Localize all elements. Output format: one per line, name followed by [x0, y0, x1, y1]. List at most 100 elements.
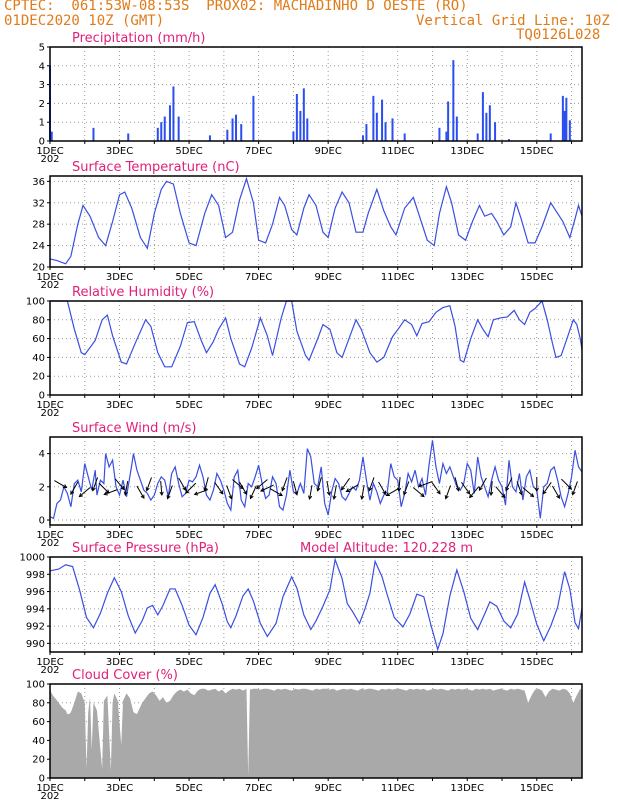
wind-arrow [534, 477, 539, 493]
precip-bar [403, 133, 406, 141]
wind-arrow-shaft [260, 484, 274, 492]
x-tick-label: 3DEC [106, 530, 133, 541]
wind-arrow-shaft [469, 486, 480, 498]
wind-arrow-shaft [378, 481, 386, 495]
precip-bar [365, 124, 368, 141]
wind-arrow-head [103, 491, 108, 496]
wind-arrow [360, 485, 365, 500]
wind-arrow-head [294, 491, 299, 496]
wind-arrow-shaft [478, 477, 487, 491]
wind-arrow-head [382, 490, 387, 496]
wind-arrow [91, 477, 99, 492]
wind-arrow-shaft [386, 488, 399, 496]
wind-arrow-head [91, 487, 96, 492]
wind-arrow [454, 477, 460, 492]
wind-arrow-head [469, 493, 474, 499]
wind-arrow [417, 481, 433, 488]
wind-arrow-head [193, 491, 199, 496]
wind-arrow [269, 488, 283, 497]
wind-arrow-head [62, 484, 68, 489]
wind-arrow-head [345, 488, 350, 493]
wind-arrow-shaft [309, 485, 313, 500]
wind-arrow-head [120, 485, 125, 491]
wind-arrow-shaft [522, 487, 534, 497]
wind-arrow-shaft [269, 488, 283, 496]
panel-4: 990 992 994 996 998 1000 1DEC 3DEC 5DEC 7DEC 9DEC 1… [20, 541, 583, 676]
panel-1: 20 24 28 32 36 1DEC 3DEC 5DEC 7DEC 9DEC 11DEC 13DEC… [32, 160, 583, 291]
x-tick-label: 11DEC [381, 657, 415, 668]
wind-arrow-shaft [490, 481, 493, 496]
precip-bar [302, 88, 305, 141]
y-tick-label: 1 [39, 118, 45, 129]
wind-arrow [469, 486, 480, 499]
wind-arrow [571, 481, 578, 496]
wind-arrow-head [243, 490, 248, 496]
precip-bar [226, 129, 229, 141]
wind-arrow-head [396, 487, 402, 493]
precip-bar [391, 118, 394, 141]
x-tick-label: 5DEC [175, 783, 202, 794]
precip-bar [372, 95, 375, 141]
precip-bar [295, 94, 298, 141]
x-tick-label: 7DEC [245, 657, 272, 668]
wind-arrow-head [332, 495, 337, 500]
wind-arrow-head [542, 490, 547, 495]
wind-arrow-head [219, 490, 224, 495]
wind-arrow-head [316, 487, 321, 492]
wind-arrow-shaft [178, 477, 187, 491]
wind-arrow [461, 482, 471, 495]
wind-arrow-shaft [317, 477, 322, 491]
y-tick-label: 24 [32, 241, 45, 252]
wind-arrow-shaft [398, 477, 401, 492]
precip-bar [127, 133, 130, 141]
precip-bar [172, 86, 175, 141]
x-tick-label: 13DEC [450, 146, 484, 157]
precip-bar [163, 116, 166, 141]
y-tick-label: 60 [32, 334, 45, 345]
x-tick-label: 11DEC [381, 530, 415, 541]
precip-bar [168, 105, 171, 141]
wind-arrow-shaft [561, 478, 572, 490]
wind-arrow [402, 481, 410, 496]
x-year-label: 202 [40, 408, 59, 419]
precip-bar [156, 127, 159, 141]
x-tick-label: 5DEC [175, 530, 202, 541]
precip-bar [235, 114, 238, 141]
wind-arrow-head [556, 494, 560, 500]
wind-arrow [444, 485, 451, 500]
y-tick-label: 100 [26, 680, 45, 691]
wind-arrow [478, 477, 487, 492]
wind-arrow [412, 487, 425, 498]
precip-bar [507, 139, 510, 141]
wind-arrow-head [466, 490, 471, 495]
wind-arrow-shaft [412, 487, 425, 497]
wind-arrow [260, 484, 274, 492]
wind-arrow [326, 481, 331, 496]
y-tick-label: 32 [32, 198, 45, 209]
precip-bar [384, 122, 387, 141]
wind-arrow [495, 486, 506, 499]
panel-title: Relative Humidity (%) [72, 285, 214, 300]
wind-arrow-shaft [403, 481, 410, 495]
wind-arrow-shaft [146, 477, 152, 491]
wind-arrow-shaft [281, 477, 288, 491]
precip-bar [292, 131, 295, 141]
wind-arrow [431, 482, 441, 495]
precip-bar [447, 101, 450, 141]
wind-arrow-shaft [495, 486, 506, 498]
series-line [49, 440, 583, 520]
precip-bar [361, 135, 364, 141]
wind-arrow-shaft [136, 485, 145, 499]
wind-arrow-head [417, 483, 423, 488]
wind-arrow-head [340, 486, 345, 491]
x-tick-label: 11DEC [381, 783, 415, 794]
panel-frame [49, 175, 583, 268]
x-tick-label: 1DEC [36, 400, 63, 411]
wind-arrow [239, 481, 248, 496]
wind-arrow [368, 477, 375, 492]
wind-arrow-shaft [431, 482, 441, 495]
precip-bar [455, 116, 458, 141]
wind-arrow [255, 479, 268, 490]
wind-arrow-shaft [346, 484, 359, 492]
wind-arrow-head [420, 493, 425, 498]
